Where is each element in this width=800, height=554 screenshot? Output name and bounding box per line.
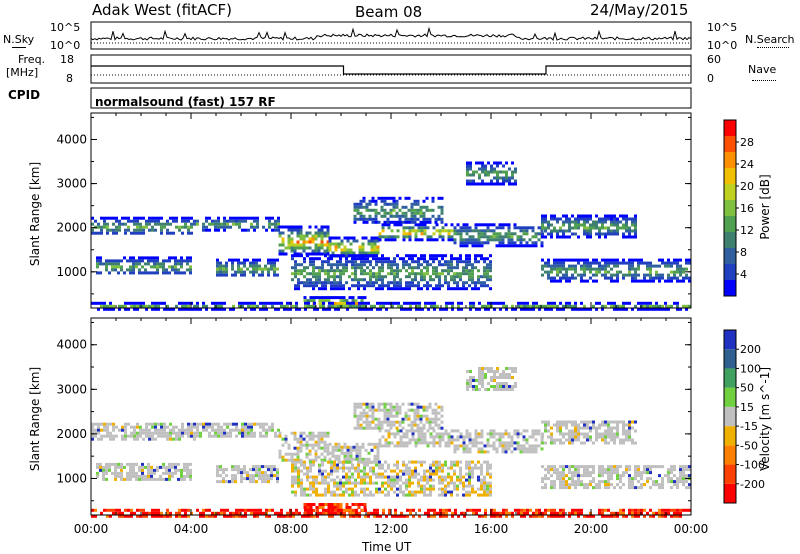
velocity-colorbar-tick-label-5: -50: [740, 439, 758, 452]
nsky-series: [90, 26, 692, 41]
freq-tick-high: 18: [60, 53, 74, 66]
nsearch-label: N.Search: [745, 33, 795, 46]
cpid-label: CPID: [8, 88, 41, 102]
velocity-data-cells: [91, 367, 691, 518]
xtick-label-5: 20:00: [574, 522, 609, 536]
velocity-colorbar-tick-label-2: 50: [740, 382, 754, 395]
power-colorbar-swatch: [724, 200, 736, 216]
velocity-ytick-label-1: 3000: [56, 382, 87, 396]
xtick-label-0: 00:00: [74, 522, 109, 536]
velocity-colorbar-tick-label-3: 15: [740, 401, 754, 414]
power-colorbar-tick-label-2: 20: [740, 180, 754, 193]
nave-tick-low: 0: [707, 72, 714, 85]
xtick-label-4: 16:00: [474, 522, 509, 536]
velocity-colorbar-swatch: [724, 483, 736, 503]
xtick-label-6: 00:00: [674, 522, 709, 536]
cpid-panel-frame: [90, 87, 692, 109]
beam-title: Beam 08: [355, 3, 423, 21]
power-colorbar-swatch: [724, 216, 736, 232]
velocity-colorbar-swatch: [724, 330, 736, 350]
velocity-ytick-label-3: 1000: [56, 471, 87, 485]
velocity-ytick-label-2: 2000: [56, 427, 87, 441]
nave-tick-high: 60: [707, 53, 721, 66]
nsearch-tick-high: 10^5: [707, 21, 738, 34]
xtick-label-3: 12:00: [374, 522, 409, 536]
nsky-panel-frame: [90, 21, 692, 50]
power-colorbar-tick-label-0: 28: [740, 136, 754, 149]
velocity-colorbar-swatch: [724, 368, 736, 388]
freq-tick-low: 8: [66, 72, 73, 85]
velocity-colorbar-tick-label-7: -200: [740, 478, 765, 491]
cpid-text: normalsound (fast) 157 RF: [95, 95, 276, 109]
velocity-colorbar-tick-label-1: 100: [740, 362, 761, 375]
velocity-colorbar-tick-label-6: -100: [740, 459, 765, 472]
nsearch-tick-low: 10^0: [707, 39, 738, 52]
nsky-tick-high: 10^5: [50, 21, 81, 34]
power-data-cells: [91, 161, 691, 311]
power-colorbar-swatch: [724, 264, 736, 280]
power-colorbar-tick-label-1: 24: [740, 158, 754, 171]
freq-series: [91, 65, 691, 75]
power-ytick-label-1: 3000: [56, 177, 87, 191]
power-colorbar-tick-label-5: 8: [740, 246, 747, 259]
velocity-colorbar-swatch: [724, 406, 736, 427]
freq-panel-frame: [90, 54, 692, 84]
nsky-legend-line: [12, 47, 26, 48]
freq-label: Freq.: [18, 53, 46, 66]
xtick-label-2: 08:00: [274, 522, 309, 536]
power-colorbar-swatch: [724, 248, 736, 264]
power-colorbar-swatch: [724, 232, 736, 248]
velocity-ytick-label-0: 4000: [56, 338, 87, 352]
nsearch-legend-line: [757, 47, 789, 48]
velocity-colorbar-tick-label-0: 200: [740, 343, 761, 356]
nave-legend-line: [752, 80, 776, 81]
velocity-colorbar-swatch: [724, 349, 736, 369]
velocity-colorbar-swatch: [724, 426, 736, 446]
velocity-colorbar-swatch: [724, 445, 736, 465]
velocity-colorbar-tick-label-4: -15: [740, 420, 758, 433]
velocity-colorbar-frame: [723, 329, 737, 504]
x-axis-title: Time UT: [362, 540, 412, 554]
nsky-tick-low: 10^0: [50, 39, 81, 52]
power-colorbar-swatch: [724, 280, 736, 296]
power-ytick-label-0: 4000: [56, 132, 87, 146]
radar-title: Adak West (fitACF): [92, 1, 232, 19]
nave-label: Nave: [748, 63, 777, 76]
power-colorbar-swatch: [724, 152, 736, 168]
velocity-colorbar-swatch: [724, 387, 736, 407]
power-colorbar-tick-label-6: 4: [740, 268, 747, 281]
date-title: 24/May/2015: [590, 1, 689, 19]
power-ytick-label-2: 2000: [56, 221, 87, 235]
velocity-colorbar-swatch: [724, 464, 736, 484]
freq-unit-label: [MHz]: [6, 66, 39, 79]
nsky-label: N.Sky: [3, 33, 35, 46]
power-colorbar-swatch: [724, 120, 736, 136]
power-colorbar-swatch: [724, 136, 736, 152]
power-colorbar-swatch: [724, 184, 736, 200]
power-ytick-label-3: 1000: [56, 265, 87, 279]
power-colorbar-tick-label-4: 12: [740, 224, 754, 237]
power-colorbar-tick-label-3: 16: [740, 202, 754, 215]
xtick-label-1: 04:00: [174, 522, 209, 536]
power-colorbar-swatch: [724, 168, 736, 184]
